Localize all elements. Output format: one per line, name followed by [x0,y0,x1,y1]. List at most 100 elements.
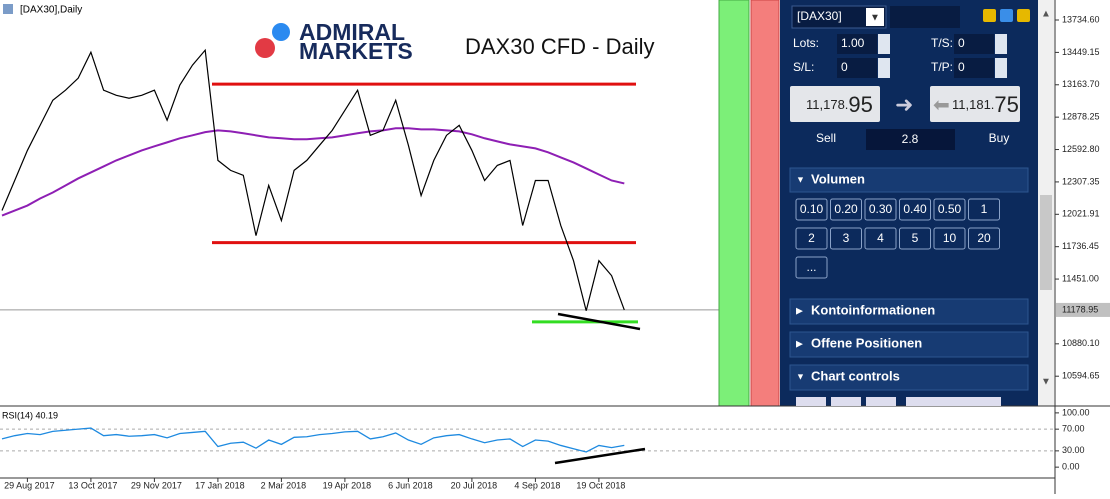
rsi-tick-label: 0.00 [1062,462,1080,472]
buy-price: 11,181.75 [952,92,1019,117]
volume-button[interactable]: 0.40 [899,198,931,221]
rsi-tick-label: 100.00 [1062,407,1090,417]
ts-input[interactable] [954,34,994,54]
x-tick-label: 6 Jun 2018 [388,480,433,490]
x-tick-label: 29 Aug 2017 [4,480,55,490]
y-tick-label: 13163.70 [1062,79,1100,89]
volume-button[interactable]: 3 [830,227,862,250]
volume-button[interactable]: 0.10 [795,198,828,221]
y-tick-label: 11451.00 [1062,273,1099,283]
rsi-tick-label: 30.00 [1062,445,1085,455]
spinner[interactable] [995,58,1007,78]
icon-button[interactable] [983,9,996,22]
volume-button[interactable]: ... [795,256,828,279]
volume-button[interactable]: 10 [933,227,966,250]
rsi-title: RSI(14) 40.19 [2,410,58,420]
price-big: 75 [994,92,1018,117]
y-tick-label: 11736.45 [1062,241,1099,251]
button-box [968,198,1000,221]
icon-button[interactable] [1000,9,1013,22]
x-tick-label: 2 Mar 2018 [261,480,307,490]
logo-text: ADMIRAL [299,19,405,45]
section-header[interactable] [789,167,1029,193]
arrow-icon: ➜ [895,92,913,117]
sl-input[interactable] [837,58,877,78]
y-tick-label: 13734.60 [1062,14,1100,24]
scroll-thumb[interactable] [1040,195,1052,290]
button-box [795,198,828,221]
x-tick-label: 29 Nov 2017 [131,480,182,490]
volume-button[interactable]: 0.50 [933,198,966,221]
button-box [864,227,897,250]
button-label: 0.30 [869,202,893,216]
tp-value: 0 [958,60,965,74]
symbol-select-text: [DAX30] [797,9,842,23]
sell-label[interactable]: Sell [816,131,836,145]
volume-button[interactable]: 2 [795,227,828,250]
buy-button[interactable] [930,86,1020,122]
empty-field[interactable] [890,6,960,28]
logo-dot [255,38,275,58]
volume-button[interactable]: 20 [968,227,1000,250]
section-header[interactable] [789,331,1029,358]
scroll-down[interactable]: ▼ [1041,377,1051,388]
price-big: 95 [848,92,872,117]
volume-button[interactable]: 5 [899,227,931,250]
expand-icon: ▼ [796,174,805,184]
buy-label[interactable]: Buy [989,131,1010,145]
field-label: T/S: [931,36,953,50]
volume-button[interactable]: 1 [968,198,1000,221]
y-tick-label: 13449.15 [1062,47,1100,57]
section-header[interactable] [789,298,1029,325]
panel-content: [DAX30] ▼ Lots: 1.00 T/S: 0 S/L: 0 T/P: … [789,5,1030,406]
x-tick-label: 17 Jan 2018 [195,480,245,490]
sell-zone [750,0,780,407]
chart-symbol: [DAX30],Daily [20,5,82,16]
button-box [830,227,862,250]
buy-zone [718,0,750,407]
spinner[interactable] [878,58,890,78]
y-tick-label: 10880.10 [1062,338,1100,348]
button-label: 0.40 [903,202,927,216]
lots-input[interactable] [837,34,877,54]
button-box [899,198,931,221]
button-box [933,198,966,221]
expand-icon: ▶ [796,338,803,348]
control-slider [906,397,1001,406]
button-box [899,227,931,250]
dropdown-arrow[interactable] [866,8,884,26]
x-tick-label: 13 Oct 2017 [68,480,117,490]
section-title: Offene Positionen [811,335,922,350]
lots-value: 1.00 [841,36,865,50]
button-label: ... [806,260,816,274]
scroll-up[interactable]: ▲ [1041,9,1051,20]
button-label: 5 [912,231,919,245]
expand-icon: ▼ [796,371,805,381]
y-tick-label: 12592.80 [1062,144,1100,154]
button-box [968,227,1000,250]
button-label: 0.10 [800,202,824,216]
spinner[interactable] [878,34,890,54]
volume-button[interactable]: 4 [864,227,897,250]
spinner[interactable] [995,34,1007,54]
sell-button[interactable] [790,86,880,122]
section-header[interactable] [789,364,1029,391]
button-box [933,227,966,250]
price-small: 11,181. [952,97,994,112]
x-tick-label: 19 Apr 2018 [323,480,372,490]
icon-button[interactable] [1017,9,1030,22]
tp-input[interactable] [954,58,994,78]
control-button [831,397,861,406]
volume-button[interactable]: 0.30 [864,198,897,221]
volume-button[interactable]: 0.20 [830,198,862,221]
x-tick-label: 19 Oct 2018 [576,480,625,490]
y-tick-label: 12021.91 [1062,209,1100,219]
dropdown-icon: ▼ [870,13,880,24]
trend-line [557,312,641,331]
symbol-select[interactable] [791,5,887,29]
section-title: Kontoinformationen [811,302,935,317]
control-button [866,397,896,406]
moving-average [1,127,625,217]
button-label: 2 [808,231,815,245]
